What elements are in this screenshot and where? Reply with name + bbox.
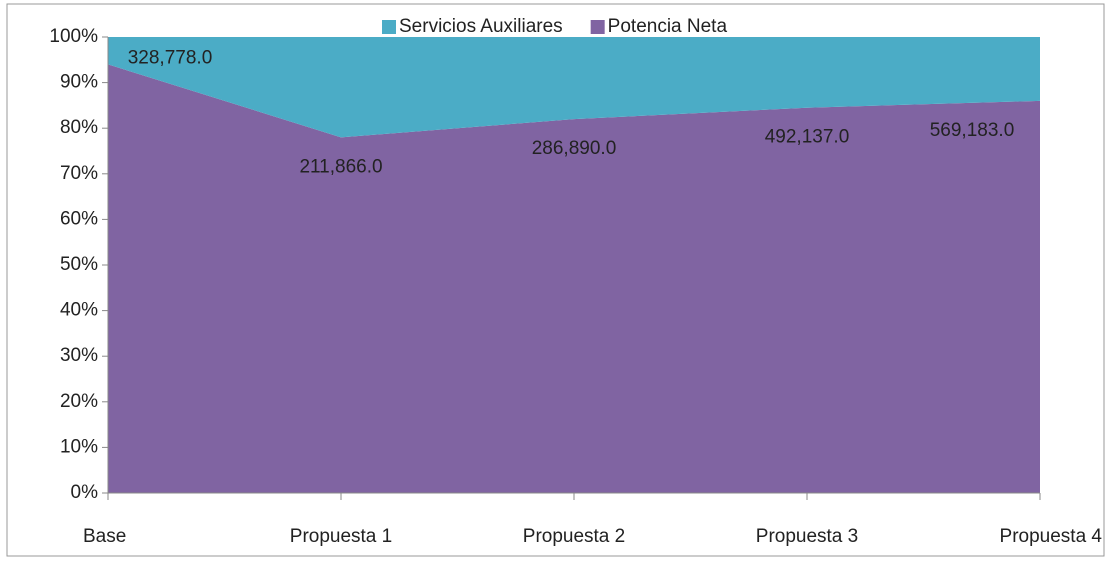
x-tick-label: Base (83, 526, 126, 547)
data-label: 492,137.0 (765, 127, 850, 148)
legend-label: Servicios Auxiliares (399, 16, 563, 37)
y-tick-label: 0% (71, 482, 99, 503)
data-label: 569,183.0 (930, 120, 1015, 141)
data-label: 211,866.0 (299, 156, 382, 177)
y-tick-label: 20% (60, 391, 98, 412)
data-label: 286,890.0 (532, 138, 617, 159)
y-tick-label: 100% (49, 26, 98, 47)
legend-swatch (590, 20, 605, 34)
legend-swatch (382, 20, 396, 34)
x-tick-label: Propuesta 2 (523, 526, 625, 547)
y-tick-label: 80% (60, 117, 98, 138)
data-label: 328,778.0 (128, 47, 213, 68)
area (108, 64, 1040, 493)
y-tick-label: 70% (60, 163, 98, 184)
x-tick-label: Propuesta 4 (1000, 526, 1103, 547)
y-tick-label: 10% (60, 436, 98, 457)
chart-frame (6, 3, 1105, 557)
area (108, 37, 1040, 138)
y-tick-label: 50% (60, 254, 98, 275)
y-tick-label: 60% (60, 208, 98, 229)
y-tick-label: 30% (60, 345, 98, 366)
y-tick-label: 40% (60, 300, 98, 321)
x-tick-label: Propuesta 1 (290, 526, 392, 547)
x-tick-label: Propuesta 3 (756, 526, 858, 547)
legend-label: Potencia Neta (608, 16, 728, 37)
y-tick-label: 90% (60, 72, 98, 93)
